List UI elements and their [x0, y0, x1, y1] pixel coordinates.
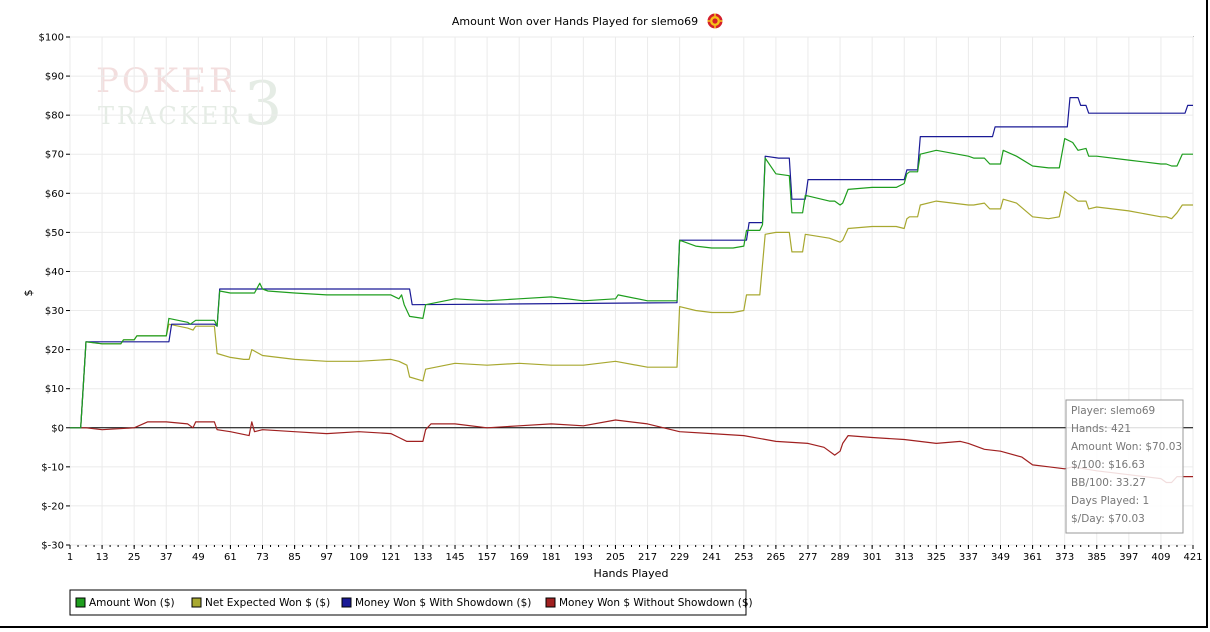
x-tick-label: 193: [574, 552, 593, 563]
legend-label: Money Won $ Without Showdown ($): [559, 597, 753, 609]
info-line: Hands: 421: [1071, 423, 1131, 435]
x-tick-label: 145: [445, 552, 464, 563]
watermark-number: 3: [244, 69, 282, 139]
x-tick-label: 421: [1183, 552, 1202, 563]
y-tick-label: $60: [45, 189, 64, 200]
x-tick-label: 13: [96, 552, 109, 563]
info-line: BB/100: 33.27: [1071, 477, 1146, 489]
x-tick-label: 265: [766, 552, 785, 563]
info-line: Days Played: 1: [1071, 495, 1149, 507]
x-tick-label: 133: [413, 552, 432, 563]
y-tick-label: $80: [45, 111, 64, 122]
y-tick-label: $-10: [41, 462, 64, 473]
x-tick-label: 349: [991, 552, 1010, 563]
y-tick-label: $20: [45, 345, 64, 356]
x-tick-label: 289: [831, 552, 850, 563]
y-tick-label: $-30: [41, 541, 64, 552]
y-tick-label: $30: [45, 306, 64, 317]
x-tick-label: 109: [349, 552, 368, 563]
watermark-line1: POKER: [96, 61, 238, 101]
chart-title: Amount Won over Hands Played for slemo69: [452, 15, 698, 28]
poker-chip-icon: [707, 13, 723, 29]
y-axis: $-30 $-20 $-10 $0 $10 $20 $30 $40 $50 $60 $70 $80 $9…: [39, 33, 70, 552]
y-tick-label: $90: [45, 72, 64, 83]
x-tick-label: 277: [798, 552, 817, 563]
x-tick-label: 217: [638, 552, 657, 563]
legend-label: Money Won $ With Showdown ($): [355, 597, 531, 609]
y-tick-label: $100: [39, 33, 64, 44]
x-tick-label: 25: [128, 552, 141, 563]
y-tick-label: $40: [45, 267, 64, 278]
y-tick-label: $70: [45, 150, 64, 161]
series-line-2: [70, 96, 1193, 429]
x-tick-label: 301: [863, 552, 882, 563]
x-tick-label: 73: [256, 552, 269, 563]
x-tick-label: 253: [734, 552, 753, 563]
x-tick-label: 181: [542, 552, 561, 563]
series-line-3: [70, 419, 1193, 484]
plot-area: [69, 36, 1194, 546]
x-tick-label: 1: [67, 552, 73, 563]
x-tick-label: 241: [702, 552, 721, 563]
x-tick-label: 337: [959, 552, 978, 563]
y-tick-label: $0: [51, 423, 64, 434]
legend: Amount Won ($) Net Expected Won $ ($) Mone…: [69, 589, 753, 616]
series-lines: [70, 96, 1193, 484]
x-tick-label: 85: [288, 552, 301, 563]
x-tick-label: 205: [606, 552, 625, 563]
legend-swatch: [545, 597, 556, 608]
y-tick-label: $50: [45, 228, 64, 239]
watermark-line2: TRACKER: [98, 102, 242, 130]
x-tick-label: 169: [510, 552, 529, 563]
info-line: $/Day: $70.03: [1071, 513, 1145, 525]
series-line-1: [70, 190, 1193, 429]
legend-label: Net Expected Won $ ($): [205, 597, 330, 609]
x-tick-label: 397: [1119, 552, 1138, 563]
legend-swatch: [75, 597, 86, 608]
x-tick-label: 325: [927, 552, 946, 563]
x-tick-label: 157: [478, 552, 497, 563]
x-tick-label: 385: [1087, 552, 1106, 563]
x-tick-label: 121: [381, 552, 400, 563]
x-tick-label: 229: [670, 552, 689, 563]
x-tick-label: 37: [160, 552, 173, 563]
series-line-0: [70, 138, 1193, 429]
x-axis-title: Hands Played: [594, 567, 669, 580]
x-tick-label: 97: [320, 552, 333, 563]
y-tick-label: $-20: [41, 501, 64, 512]
x-tick-label: 49: [192, 552, 205, 563]
legend-swatch: [191, 597, 202, 608]
info-line: Player: slemo69: [1071, 405, 1155, 417]
pokertracker-watermark: POKER TRACKER 3: [96, 61, 282, 139]
legend-swatch: [341, 597, 352, 608]
legend-label: Amount Won ($): [89, 597, 175, 609]
y-axis-title: $: [22, 290, 35, 297]
x-tick-label: 361: [1023, 552, 1042, 563]
x-axis: 1 13 25 37 49 61 73 85 97 109 121 133 145 157 169 181 19…: [67, 545, 1203, 563]
info-line: $/100: $16.63: [1071, 459, 1145, 471]
x-tick-label: 373: [1055, 552, 1074, 563]
info-line: Amount Won: $70.03: [1071, 441, 1182, 453]
x-tick-label: 61: [224, 552, 237, 563]
x-tick-label: 313: [895, 552, 914, 563]
stats-info-box: Player: slemo69 Hands: 421 Amount Won: $70…: [1065, 399, 1184, 534]
x-tick-label: 409: [1151, 552, 1170, 563]
y-tick-label: $10: [45, 384, 64, 395]
